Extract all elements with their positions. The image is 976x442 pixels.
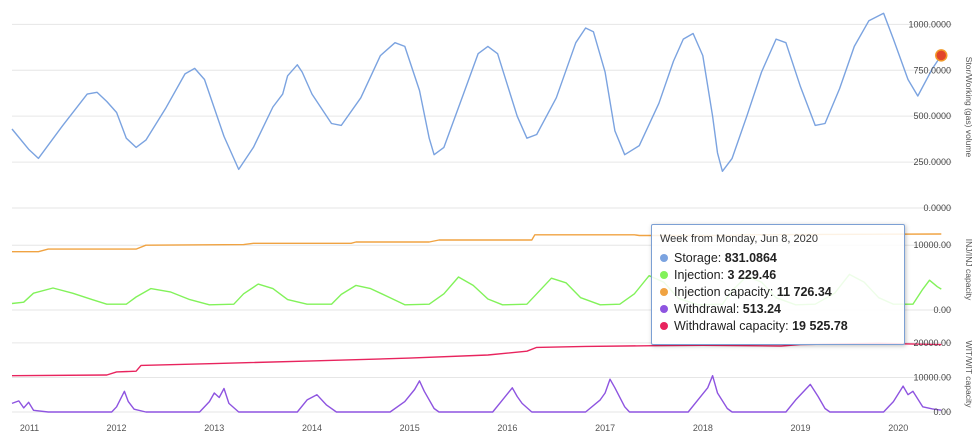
storage-legend-dot [660,254,668,262]
y-tick-label: 0.00 [933,407,951,417]
tooltip-row-withdrawal: Withdrawal: 513.24 [660,301,896,318]
tooltip-value: 11 726.34 [776,285,832,299]
gridlines [12,23,952,413]
tooltip-value: 19 525.78 [792,319,848,333]
x-tick-label: 2017 [595,423,615,433]
y-tick-label: 0.00 [933,305,951,315]
y-tick-label: 250.0000 [913,157,951,167]
tooltip: Week from Monday, Jun 8, 2020 Storage: 8… [651,224,905,345]
y-tick-label: 10000.00 [913,240,951,250]
tooltip-label: Storage: [674,251,722,265]
y-tick-label: 20000.00 [913,338,951,348]
x-tick-label: 2011 [20,423,39,433]
series-line-withdrawal-capacity [11,342,942,377]
y-axis-ticks: 0.0000 250.0000 500.0000 750.0000 1000.0000 0… [908,19,951,417]
y-tick-label: 10000.00 [913,372,951,382]
tooltip-row-injection: Injection: 3 229.46 [660,267,896,284]
tooltip-value: 3 229.46 [727,268,777,282]
withdrawal-capacity-legend-dot [660,322,668,330]
tooltip-label: Injection: [674,268,725,282]
x-tick-label: 2012 [107,423,127,433]
tooltip-header: Week from Monday, Jun 8, 2020 [660,233,818,245]
x-tick-label: 2020 [888,423,908,433]
tooltip-row-injection-capacity: Injection capacity: 11 726.34 [660,284,896,301]
y-tick-label: 0.0000 [923,203,951,213]
axis-titles: Stor/Working (gas) volume INJ/INJ capacit… [964,57,974,408]
injection-capacity-legend-dot [660,288,668,296]
tooltip-label: Injection capacity: [674,285,774,299]
x-tick-label: 2013 [204,423,224,433]
injection-legend-dot [660,271,668,279]
y-axis-title: INJ/INJ capacity [964,239,974,301]
y-axis-title: WIT/WIT capacity [964,341,974,409]
hover-point-marker[interactable] [935,49,948,62]
x-tick-label: 2018 [693,423,713,433]
x-tick-label: 2019 [791,423,811,433]
series-lines [11,12,942,413]
tooltip-value: 831.0864 [724,251,777,265]
x-tick-label: 2015 [400,423,420,433]
y-tick-label: 500.0000 [913,111,951,121]
x-axis-ticks: 2011 2012 2013 2014 2015 2016 2017 2018 2019 2020 [20,423,908,433]
x-tick-label: 2014 [302,423,322,433]
y-tick-label: 750.0000 [913,65,951,75]
tooltip-value: 513.24 [742,302,782,316]
withdrawal-legend-dot [660,305,668,313]
series-line-withdrawal [11,375,942,413]
tooltip-row-withdrawal-capacity: Withdrawal capacity: 19 525.78 [660,318,896,335]
hover-markers[interactable] [935,49,948,62]
tooltip-label: Withdrawal: [674,302,740,316]
y-axis-title: Stor/Working (gas) volume [964,57,974,158]
tooltip-label: Withdrawal capacity: [674,319,789,333]
tooltip-row-storage: Storage: 831.0864 [660,250,896,267]
series-line-storage [11,12,942,172]
y-tick-label: 1000.0000 [908,19,951,29]
x-tick-label: 2016 [497,423,517,433]
